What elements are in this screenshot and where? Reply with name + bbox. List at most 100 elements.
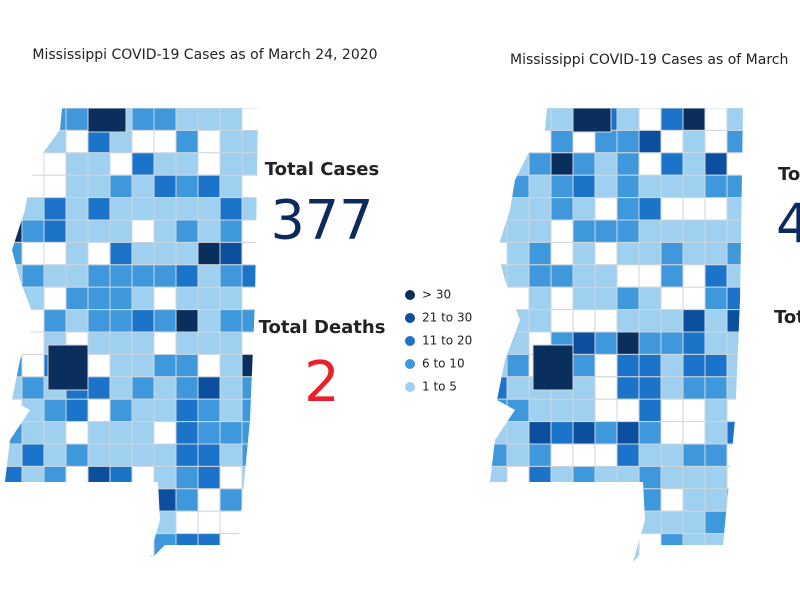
county: [528, 465, 552, 490]
county: [594, 129, 618, 154]
county: [21, 309, 45, 333]
county: [660, 264, 684, 288]
county: [594, 443, 618, 467]
county: [65, 197, 89, 221]
county: [616, 555, 640, 562]
county: [175, 533, 199, 557]
county: [175, 241, 199, 266]
county: [550, 533, 574, 557]
county: [594, 465, 618, 490]
county: [197, 510, 221, 535]
county: [5, 108, 23, 131]
county: [638, 353, 662, 378]
county: [109, 510, 133, 535]
county: [550, 152, 574, 176]
county: [638, 264, 662, 288]
county: [131, 264, 155, 288]
county: [682, 219, 706, 243]
county: [5, 152, 23, 176]
county: [219, 465, 243, 490]
county: [175, 398, 199, 423]
county: [594, 197, 618, 221]
county: [704, 421, 728, 445]
county: [5, 398, 23, 423]
county: [660, 197, 684, 221]
county: [87, 488, 111, 512]
county: [131, 174, 155, 199]
county: [616, 174, 640, 199]
county: [528, 197, 552, 221]
county: [65, 129, 89, 154]
county: [550, 241, 574, 266]
county: [21, 264, 45, 288]
county: [5, 286, 23, 311]
county: [219, 353, 243, 378]
county: [241, 174, 258, 199]
county: [131, 219, 155, 243]
county: [726, 488, 743, 512]
county: [660, 533, 684, 557]
county: [638, 331, 662, 355]
county: [65, 286, 89, 311]
county: [65, 421, 89, 445]
county: [175, 510, 199, 535]
county: [594, 331, 618, 355]
county: [506, 241, 530, 266]
county: [219, 108, 243, 131]
county: [87, 309, 111, 333]
county: [21, 488, 45, 512]
county: [506, 465, 530, 490]
county: [638, 488, 662, 512]
county: [131, 353, 155, 378]
legend-swatch: [405, 336, 415, 346]
county: [660, 241, 684, 266]
county: [87, 197, 111, 221]
county: [131, 241, 155, 266]
county: [660, 219, 684, 243]
county: [241, 398, 258, 423]
county: [490, 264, 508, 288]
county: [131, 197, 155, 221]
county: [726, 555, 743, 562]
county: [638, 376, 662, 400]
county: [638, 174, 662, 199]
county: [5, 197, 23, 221]
county: [616, 241, 640, 266]
county: [197, 264, 221, 288]
county: [616, 129, 640, 154]
county: [550, 488, 574, 512]
county: [638, 465, 662, 490]
county: [131, 488, 155, 512]
county: [572, 376, 596, 400]
county: [21, 353, 45, 378]
county: [241, 264, 258, 288]
county: [506, 174, 530, 199]
county: [43, 488, 67, 512]
county: [197, 533, 221, 557]
county: [87, 264, 111, 288]
county: [506, 152, 530, 176]
county: [241, 376, 258, 400]
county: [219, 555, 243, 562]
county: [131, 309, 155, 333]
county: [21, 398, 45, 423]
county: [109, 353, 133, 378]
county: [21, 533, 45, 557]
county: [109, 331, 133, 355]
county: [153, 510, 177, 535]
county: [638, 309, 662, 333]
county: [153, 129, 177, 154]
county: [241, 488, 258, 512]
county: [528, 241, 552, 266]
county: [616, 353, 640, 378]
county: [550, 264, 574, 288]
county: [490, 309, 508, 333]
county: [131, 533, 155, 557]
county: [131, 398, 155, 423]
county: [682, 353, 706, 378]
county: [704, 108, 728, 131]
county: [528, 443, 552, 467]
county: [197, 197, 221, 221]
county: [572, 219, 596, 243]
county: [682, 510, 706, 535]
